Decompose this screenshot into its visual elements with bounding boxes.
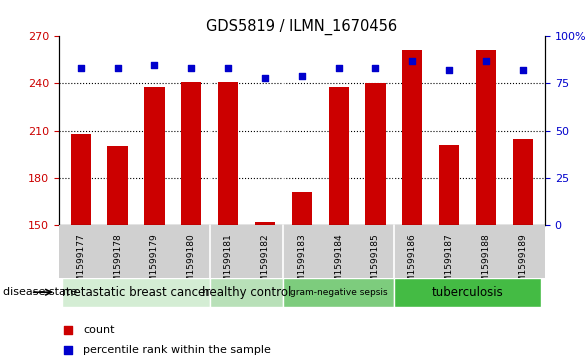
Text: GSM1599184: GSM1599184: [334, 233, 343, 294]
Text: GSM1599178: GSM1599178: [113, 233, 122, 294]
Text: healthy control: healthy control: [202, 286, 291, 299]
Bar: [439, 145, 459, 225]
Title: GDS5819 / ILMN_1670456: GDS5819 / ILMN_1670456: [206, 19, 397, 35]
Bar: [365, 83, 386, 225]
Point: [297, 73, 306, 79]
Bar: [218, 82, 239, 225]
Point: [518, 68, 527, 73]
Text: GSM1599177: GSM1599177: [76, 233, 85, 294]
Text: GSM1599186: GSM1599186: [408, 233, 417, 294]
Point: [371, 65, 380, 71]
Bar: [329, 87, 349, 225]
Text: GSM1599183: GSM1599183: [297, 233, 306, 294]
Point: [186, 65, 196, 71]
Point: [64, 347, 73, 353]
Point: [408, 58, 417, 64]
Text: GSM1599181: GSM1599181: [224, 233, 233, 294]
Text: gram-negative sepsis: gram-negative sepsis: [290, 288, 387, 297]
Point: [76, 65, 86, 71]
Text: count: count: [83, 325, 114, 335]
Bar: [284, 278, 394, 307]
Bar: [144, 87, 165, 225]
Bar: [181, 82, 202, 225]
Bar: [476, 50, 496, 225]
Text: tuberculosis: tuberculosis: [432, 286, 503, 299]
Point: [481, 58, 490, 64]
Text: GSM1599189: GSM1599189: [519, 233, 527, 294]
Point: [64, 327, 73, 333]
Point: [113, 65, 122, 71]
Bar: [62, 278, 210, 307]
Bar: [292, 192, 312, 225]
Text: GSM1599185: GSM1599185: [371, 233, 380, 294]
Text: percentile rank within the sample: percentile rank within the sample: [83, 345, 271, 355]
Text: disease state: disease state: [3, 287, 77, 297]
Bar: [255, 222, 275, 225]
Text: GSM1599188: GSM1599188: [482, 233, 490, 294]
Text: GSM1599180: GSM1599180: [187, 233, 196, 294]
Bar: [394, 278, 541, 307]
Text: metastatic breast cancer: metastatic breast cancer: [62, 286, 210, 299]
Point: [445, 68, 454, 73]
Bar: [402, 50, 423, 225]
Point: [149, 62, 159, 68]
Bar: [70, 134, 91, 225]
Bar: [513, 139, 533, 225]
Text: GSM1599187: GSM1599187: [445, 233, 454, 294]
Text: GSM1599182: GSM1599182: [260, 233, 270, 294]
Text: GSM1599179: GSM1599179: [150, 233, 159, 294]
Point: [223, 65, 233, 71]
Point: [260, 75, 270, 81]
Bar: [107, 146, 128, 225]
Point: [334, 65, 343, 71]
Bar: [210, 278, 284, 307]
